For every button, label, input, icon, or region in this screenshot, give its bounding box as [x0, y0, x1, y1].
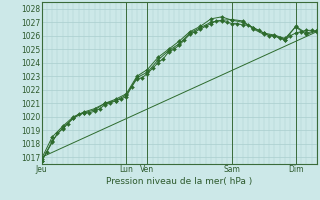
X-axis label: Pression niveau de la mer( hPa ): Pression niveau de la mer( hPa ): [106, 177, 252, 186]
